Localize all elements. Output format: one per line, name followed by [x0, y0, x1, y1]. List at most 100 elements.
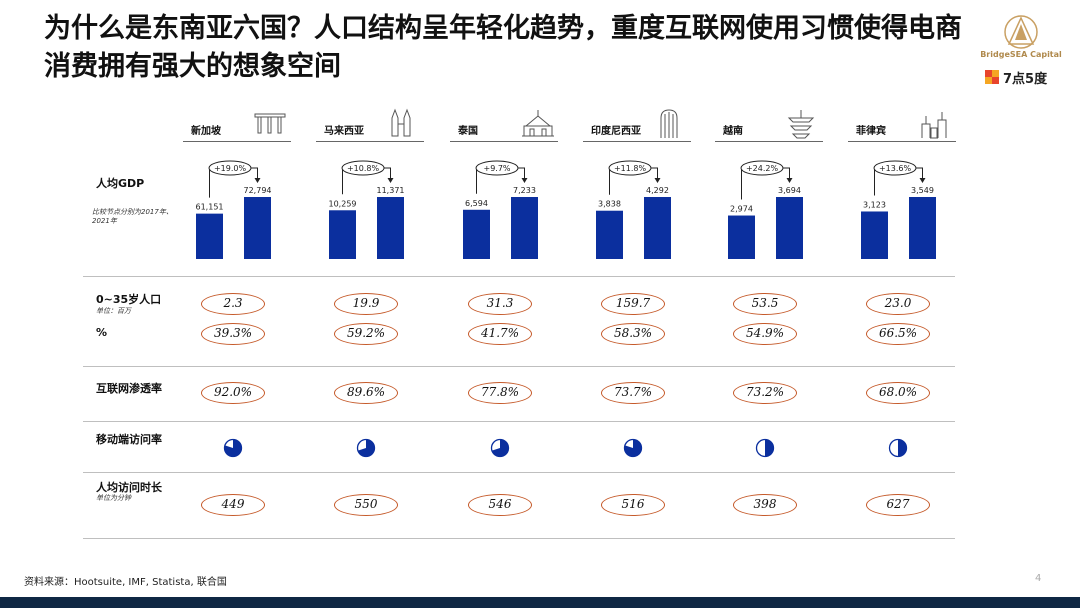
mobile-access-pie	[490, 438, 510, 458]
mobile-access-pie	[623, 438, 643, 458]
gdp-bar-2021	[377, 197, 404, 259]
footer-bar	[0, 597, 1080, 608]
growth-oval	[475, 160, 519, 176]
label-gdp: 人均GDP	[96, 177, 145, 190]
population-percent: 41.7%	[468, 323, 532, 345]
internet-penetration: 89.6%	[334, 382, 398, 404]
gdp-label-2017: 6,594	[465, 199, 488, 208]
population-value: 2.3	[201, 293, 265, 315]
growth-rate: +9.7%	[483, 164, 510, 173]
gdp-bar-2017	[196, 213, 223, 259]
internet-penetration: 68.0%	[866, 382, 930, 404]
country-name: 印度尼西亚	[591, 126, 641, 137]
gdp-label-2017: 10,259	[329, 199, 357, 208]
growth-arrow-icon	[654, 178, 661, 183]
population-value: 19.9	[334, 293, 398, 315]
singapore-skyline-icon	[254, 113, 286, 134]
population-percent: 54.9%	[733, 323, 797, 345]
population-value: 31.3	[468, 293, 532, 315]
row-separator	[83, 366, 955, 367]
label-internet: 互联网渗透率	[96, 382, 162, 395]
vietnam-pagoda-icon	[787, 110, 815, 139]
country-header: 印度尼西亚	[583, 100, 691, 142]
growth-oval	[740, 160, 784, 176]
country-name: 马来西亚	[324, 126, 364, 137]
source-note: 资料来源：Hootsuite, IMF, Statista, 联合国	[24, 577, 227, 588]
page-title: 为什么是东南亚六国？人口结构呈年轻化趋势，重度互联网使用习惯使得电商消费拥有强大…	[44, 13, 962, 82]
population-percent: 66.5%	[866, 323, 930, 345]
growth-rate: +19.0%	[214, 164, 247, 173]
mobile-access-pie	[356, 438, 376, 458]
label-time-unit: 单位为分钟	[96, 494, 131, 502]
country-name: 泰国	[458, 126, 478, 137]
mobile-pie-fill	[357, 439, 375, 457]
population-percent: 39.3%	[201, 323, 265, 345]
country-name: 越南	[723, 126, 743, 137]
gdp-label-2017: 3,838	[598, 200, 621, 209]
growth-rate: +13.6%	[879, 164, 912, 173]
label-time: 人均访问时长	[96, 481, 162, 494]
growth-arrow-icon	[786, 178, 793, 183]
growth-oval	[608, 160, 652, 176]
internet-penetration: 92.0%	[201, 382, 265, 404]
growth-arrow-icon	[254, 178, 261, 183]
gdp-label-2021: 72,794	[244, 186, 272, 195]
gdp-bar-2017	[728, 215, 755, 259]
growth-oval	[341, 160, 385, 176]
mobile-pie-fill	[491, 439, 509, 457]
label-pop-unit: 单位：百万	[96, 307, 131, 315]
population-percent: 58.3%	[601, 323, 665, 345]
time-spent-value: 546	[468, 494, 532, 516]
label-gdp-note: 比较节点分别为2017年、2021年	[92, 208, 173, 225]
thai-palace-icon	[522, 110, 554, 137]
gdp-bar-2021	[776, 197, 803, 259]
time-spent-value: 550	[334, 494, 398, 516]
page-number: 4	[1035, 573, 1042, 584]
row-separator	[83, 472, 955, 473]
gdp-label-2021: 4,292	[646, 186, 669, 195]
mobile-access-pie	[755, 438, 775, 458]
mobile-pie-fill	[765, 439, 774, 457]
growth-arrow-icon	[521, 178, 528, 183]
gdp-bar-2021	[244, 197, 271, 259]
country-name: 新加坡	[191, 126, 221, 137]
growth-arrow-icon	[387, 178, 394, 183]
gdp-bar-chart: 3,838 4,292 +11.8%	[596, 160, 671, 259]
time-spent-value: 398	[733, 494, 797, 516]
mobile-pie-fill	[624, 439, 642, 457]
label-mobile: 移动端访问率	[96, 433, 162, 446]
row-separator	[83, 421, 955, 422]
time-spent-value: 449	[201, 494, 265, 516]
country-header: 新加坡	[183, 100, 291, 142]
manila-church-icon	[921, 112, 947, 139]
mobile-access-pie	[223, 438, 243, 458]
gdp-label-2021: 3,694	[778, 186, 801, 195]
gdp-bar-chart: 2,974 3,694 +24.2%	[728, 160, 803, 259]
petronas-towers-icon	[391, 108, 411, 137]
country-header: 泰国	[450, 100, 558, 142]
gdp-bar-2021	[644, 197, 671, 259]
gdp-label-2017: 2,974	[730, 205, 753, 214]
gdp-label-2021: 3,549	[911, 186, 934, 195]
country-header: 马来西亚	[316, 100, 424, 142]
growth-rate: +11.8%	[614, 164, 647, 173]
qidian-logo-text: 7点5度	[1003, 72, 1048, 87]
qidian-logo-icon	[985, 70, 999, 84]
bridgesea-logo-icon	[1004, 15, 1038, 49]
gdp-bar-2017	[861, 211, 888, 259]
label-pop: 0~35岁人口	[96, 293, 162, 306]
growth-oval	[208, 160, 252, 176]
population-value: 53.5	[733, 293, 797, 315]
internet-penetration: 73.2%	[733, 382, 797, 404]
internet-penetration: 73.7%	[601, 382, 665, 404]
country-header: 菲律宾	[848, 100, 956, 142]
growth-rate: +24.2%	[746, 164, 779, 173]
gdp-label-2021: 7,233	[513, 186, 536, 195]
gdp-label-2021: 11,371	[377, 186, 405, 195]
mobile-access-pie	[888, 438, 908, 458]
gdp-bar-chart: 6,594 7,233 +9.7%	[463, 160, 538, 259]
gdp-bar-2021	[511, 197, 538, 259]
gdp-bar-chart: 3,123 3,549 +13.6%	[861, 160, 936, 259]
growth-oval	[873, 160, 917, 176]
gdp-bar-chart: 10,259 11,371 +10.8%	[329, 160, 405, 259]
